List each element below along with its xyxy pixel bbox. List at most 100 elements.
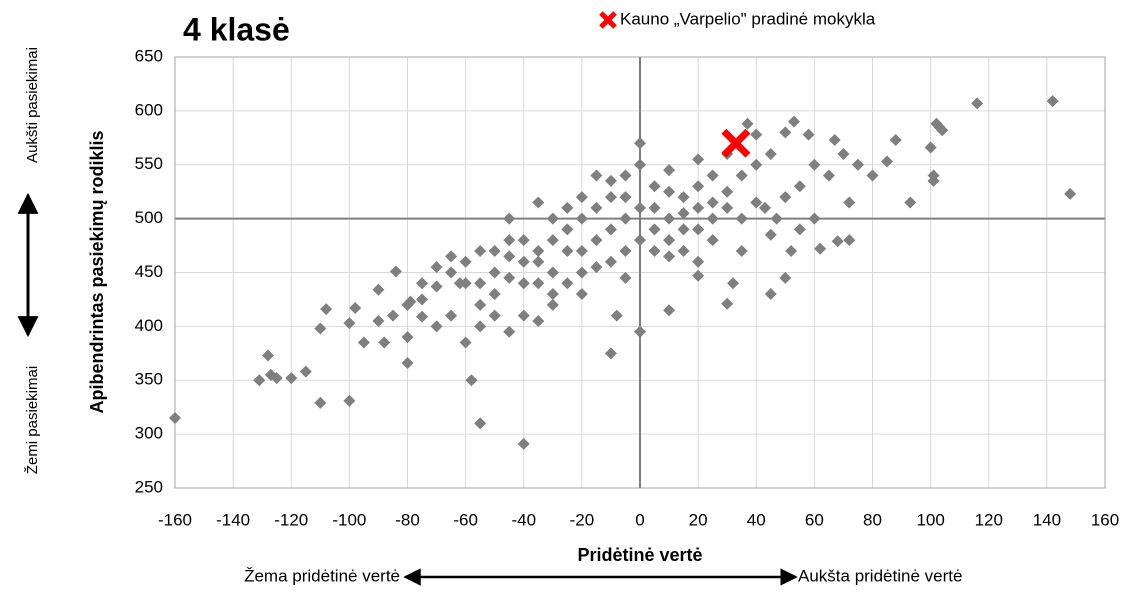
scatter-point [634, 234, 646, 247]
scatter-point [750, 128, 763, 141]
scatter-point [430, 280, 443, 293]
scatter-point [169, 411, 181, 424]
scatter-point [692, 255, 705, 268]
scatter-point [619, 212, 632, 225]
scatter-point [517, 437, 530, 450]
scatter-point [488, 266, 501, 279]
scatter-point [750, 196, 763, 209]
scatter-point [604, 347, 617, 360]
y-tick-label: 400 [135, 316, 163, 335]
scatter-point [378, 336, 391, 349]
y-tick-label: 550 [135, 154, 163, 173]
scatter-point [604, 191, 617, 204]
scatter-point [619, 244, 632, 257]
scatter-point [764, 147, 777, 160]
scatter-point [590, 234, 603, 247]
chart-title: 4 klasė [183, 11, 290, 47]
scatter-point [663, 250, 676, 263]
scatter-point [1064, 187, 1077, 200]
scatter-point [634, 137, 646, 150]
scatter-point [488, 244, 501, 257]
x-tick-label: 20 [689, 510, 708, 529]
scatter-point [546, 212, 559, 225]
scatter-point [692, 153, 705, 166]
scatter-point [1046, 95, 1059, 108]
scatter-point [758, 201, 771, 214]
scatter-point [561, 223, 574, 236]
scatter-point [779, 191, 792, 204]
scatter-point [532, 277, 545, 290]
scatter-point [590, 169, 603, 182]
scatter-point [474, 417, 487, 430]
scatter-point [575, 266, 588, 279]
scatter-point [692, 180, 705, 193]
highlight-point [721, 128, 751, 158]
scatter-point [416, 293, 429, 306]
scatter-point [474, 298, 487, 311]
scatter-point [416, 310, 429, 323]
scatter-point [532, 244, 545, 257]
scatter-point [735, 169, 748, 182]
scatter-point [808, 158, 821, 171]
x-tick-label: 0 [635, 510, 644, 529]
scatter-point [843, 234, 856, 247]
scatter-point [936, 124, 949, 137]
legend-icon [599, 11, 617, 29]
scatter-point [590, 261, 603, 274]
scatter-point [575, 288, 588, 301]
scatter-point [357, 336, 370, 349]
x-tick-label: -100 [332, 510, 366, 529]
x-tick-label: 60 [805, 510, 824, 529]
scatter-point [793, 223, 806, 236]
scatter-point [648, 223, 661, 236]
high-label: Aukšti pasiekimai [24, 47, 41, 163]
scatter-point [677, 191, 690, 204]
y-tick-label: 650 [135, 46, 163, 65]
scatter-point [706, 212, 719, 225]
scatter-point [372, 314, 385, 327]
scatter-point [735, 244, 748, 257]
scatter-point [561, 277, 574, 290]
scatter-point [692, 223, 705, 236]
scatter-point [503, 271, 516, 284]
scatter-point [692, 201, 705, 214]
y-tick-label: 600 [135, 100, 163, 119]
scatter-point [648, 201, 661, 214]
scatter-point [677, 244, 690, 257]
scatter-point [663, 185, 676, 198]
scatter-point [575, 244, 588, 257]
x-tick-label: -20 [570, 510, 595, 529]
scatter-point [430, 320, 443, 333]
scatter-point [262, 349, 274, 362]
scatter-point [285, 372, 298, 385]
scatter-point [831, 235, 844, 248]
scatter-point [503, 234, 516, 247]
scatter-point [604, 174, 617, 187]
x-tick-label: 160 [1091, 510, 1119, 529]
scatter-point [401, 357, 414, 370]
scatter-point [459, 336, 472, 349]
scatter-point [532, 196, 545, 209]
scatter-point [706, 169, 719, 182]
y-tick-label: 350 [135, 370, 163, 389]
scatter-point [889, 133, 902, 146]
scatter-point [779, 126, 792, 139]
scatter-point [546, 234, 559, 247]
y-tick-label: 450 [135, 262, 163, 281]
scatter-point [546, 288, 559, 301]
scatter-point [459, 277, 472, 290]
scatter-point [320, 303, 333, 316]
scatter-point [343, 394, 356, 407]
x-tick-label: -80 [395, 510, 420, 529]
scatter-point [445, 266, 458, 279]
x-axis-title: Pridėtinė vertė [577, 545, 702, 565]
y-tick-label: 500 [135, 208, 163, 227]
scatter-point [779, 271, 792, 284]
scatter-point [648, 180, 661, 193]
scatter-point [488, 309, 501, 322]
scatter-point [677, 223, 690, 236]
x-tick-label: 80 [863, 510, 882, 529]
y-tick-label: 250 [135, 477, 163, 496]
x-tick-label: -160 [158, 510, 192, 529]
